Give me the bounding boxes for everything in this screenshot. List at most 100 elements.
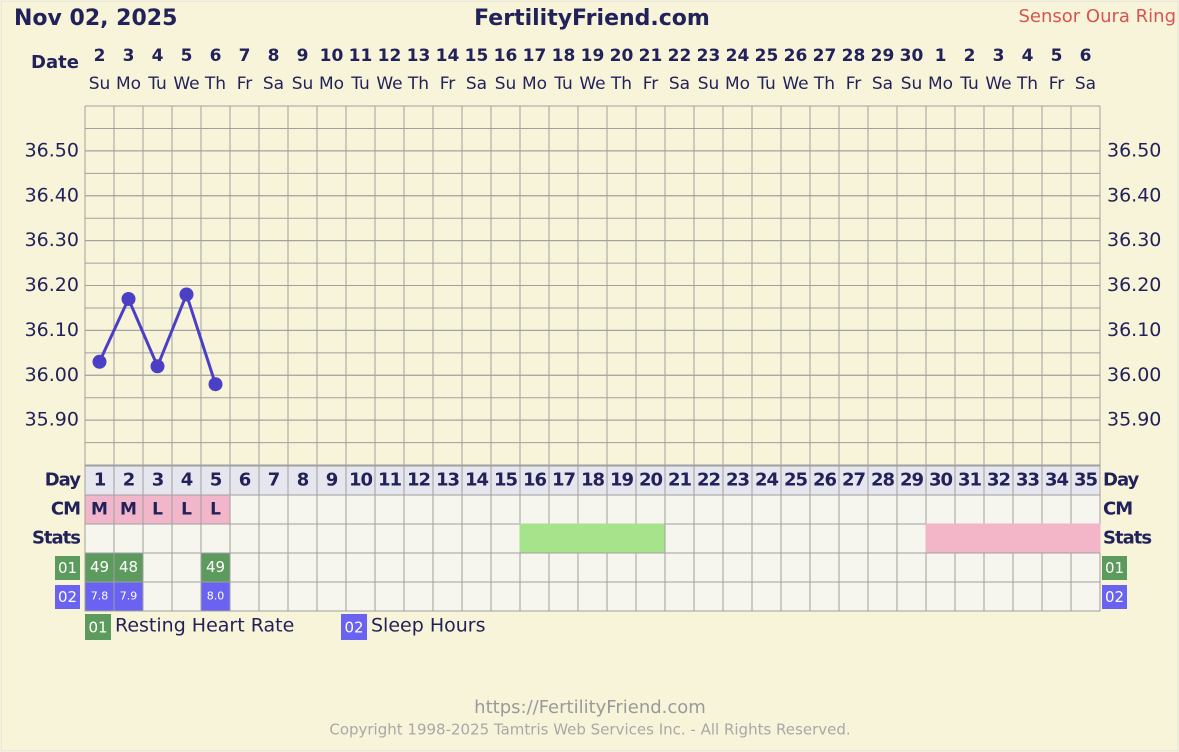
measure-code: 01: [1105, 559, 1124, 577]
measure-cell: [432, 552, 463, 583]
day-number: 14: [465, 470, 489, 491]
day-cell: [867, 465, 898, 496]
y-tick-label: 36.30: [25, 229, 79, 251]
stats-cell: [229, 523, 260, 554]
measure-cell: [229, 552, 260, 583]
cm-label: CM: [51, 499, 80, 520]
weekday: Tu: [959, 74, 979, 94]
measure-cell: [316, 552, 347, 583]
weekday: We: [782, 74, 808, 94]
measure-cell: [896, 581, 927, 612]
day-label: Day: [45, 470, 82, 491]
date-number: 22: [668, 46, 692, 66]
weekday: Sa: [669, 74, 690, 94]
measure-cell: [403, 552, 434, 583]
cm-value: M: [120, 500, 137, 520]
measure-cell: [142, 581, 173, 612]
stats-cell: [577, 523, 608, 554]
measure-cell: [461, 581, 492, 612]
cm-cell: [896, 494, 927, 525]
date-number: 4: [152, 46, 164, 66]
y2-tick-label: 36.30: [1107, 229, 1161, 251]
measure-cell: [519, 581, 550, 612]
weekday: Sa: [263, 74, 284, 94]
stats-cell: [954, 523, 985, 554]
day-number: 33: [1016, 470, 1040, 491]
measure-cell: [374, 581, 405, 612]
measure-code: 02: [1105, 588, 1124, 606]
measure-cell: [345, 581, 376, 612]
day-number: 5: [210, 470, 222, 491]
measure-cell: [867, 552, 898, 583]
measure-cell: [345, 552, 376, 583]
date-number: 3: [123, 46, 135, 66]
cm-cell: [229, 494, 260, 525]
measure-cell: [635, 581, 666, 612]
measure-cell: [432, 581, 463, 612]
day-number: 17: [552, 470, 576, 491]
y-tick-label: 36.40: [25, 184, 79, 206]
measure-cell: [84, 552, 115, 583]
weekday: Mo: [725, 74, 750, 94]
stats-cell: [519, 523, 550, 554]
footer-url: https://FertilityFriend.com: [474, 697, 706, 718]
measure-cell: [113, 552, 144, 583]
date-number: 11: [349, 46, 373, 66]
weekday: Su: [292, 74, 314, 94]
measure-cell: [229, 581, 260, 612]
measure-cell: [1012, 581, 1043, 612]
day-cell: [1041, 465, 1072, 496]
measure-cell: [171, 581, 202, 612]
stats-cell: [780, 523, 811, 554]
weekday: Tu: [756, 74, 776, 94]
cm-cell: [403, 494, 434, 525]
measure-cell: [171, 552, 202, 583]
measure-cell: [490, 581, 521, 612]
measure-cell: [693, 552, 724, 583]
measure-cell: [867, 581, 898, 612]
stats-cell: [838, 523, 869, 554]
measure-cell: [751, 552, 782, 583]
cm-cell: [664, 494, 695, 525]
day-number: 32: [987, 470, 1010, 491]
weekday: Su: [698, 74, 720, 94]
day-number: 20: [639, 470, 663, 491]
stats-cell: [722, 523, 753, 554]
cm-cell: [519, 494, 550, 525]
y2-tick-label: 36.00: [1107, 364, 1161, 386]
day-number: 31: [958, 470, 982, 491]
date-number: 23: [697, 46, 721, 66]
date-number: 29: [871, 46, 895, 66]
date-number: 13: [407, 46, 431, 66]
temperature-point: [121, 291, 136, 306]
weekday: Sa: [1075, 74, 1096, 94]
temperature-point: [179, 287, 194, 302]
stats-cell: [867, 523, 898, 554]
date-number: 28: [842, 46, 866, 66]
cm-cell: [374, 494, 405, 525]
stats-cell: [316, 523, 347, 554]
date-number: 14: [436, 46, 460, 66]
measure-cell: [751, 581, 782, 612]
cm-cell: [809, 494, 840, 525]
day-number: 2: [123, 470, 135, 491]
date-number: 5: [181, 46, 193, 66]
weekday: Mo: [522, 74, 547, 94]
day-number: 6: [239, 470, 251, 491]
cm-cell: [287, 494, 318, 525]
measure-cell: [374, 552, 405, 583]
stats-cell: [345, 523, 376, 554]
legend-badge: [341, 614, 367, 640]
day-number: 18: [581, 470, 605, 491]
measure-cell: [780, 552, 811, 583]
date-number: 20: [610, 46, 634, 66]
cm-cell: [838, 494, 869, 525]
stats-cell: [461, 523, 492, 554]
weekday: Th: [610, 74, 632, 94]
weekday: Th: [1016, 74, 1038, 94]
cm-cell: [1012, 494, 1043, 525]
y-tick-label: 36.10: [25, 319, 79, 341]
date-number: 18: [552, 46, 576, 66]
date-number: 26: [784, 46, 808, 66]
weekday: Su: [495, 74, 517, 94]
